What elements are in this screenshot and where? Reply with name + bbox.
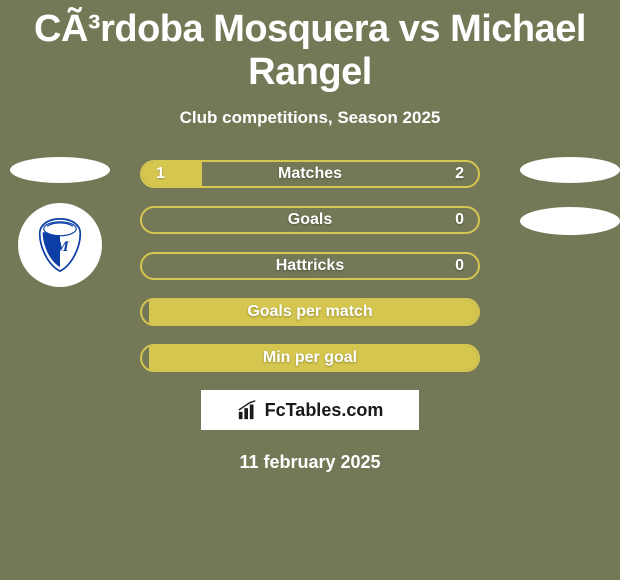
stat-rows: 1 Matches 2 Goals 0 Hattricks 0 Goals pe… xyxy=(140,160,480,372)
stat-fill-left xyxy=(142,162,202,186)
stat-row-hattricks: Hattricks 0 xyxy=(140,252,480,280)
stat-label: Min per goal xyxy=(263,349,357,367)
left-player-badge xyxy=(10,157,110,183)
stat-row-goals: Goals 0 xyxy=(140,206,480,234)
stat-value-right: 0 xyxy=(455,257,464,275)
millonarios-crest-icon: M xyxy=(31,216,89,274)
stat-label: Hattricks xyxy=(276,257,344,275)
right-player-badge-2 xyxy=(520,207,620,235)
stat-value-left: 1 xyxy=(156,165,165,183)
svg-text:M: M xyxy=(54,239,69,255)
stat-row-min-per-goal: Min per goal xyxy=(140,344,480,372)
bar-chart-icon xyxy=(237,399,259,421)
stat-row-goals-per-match: Goals per match xyxy=(140,298,480,326)
stat-row-matches: 1 Matches 2 xyxy=(140,160,480,188)
right-player-badge-1 xyxy=(520,157,620,183)
page-title: CÃ³rdoba Mosquera vs Michael Rangel xyxy=(0,0,620,94)
stat-value-right: 0 xyxy=(455,211,464,229)
stat-label: Goals xyxy=(288,211,332,229)
comparison-panel: M 1 Matches 2 Goals 0 Hattricks 0 xyxy=(0,160,620,473)
brand-text: FcTables.com xyxy=(265,400,384,421)
date-text: 11 february 2025 xyxy=(0,452,620,473)
page-subtitle: Club competitions, Season 2025 xyxy=(0,108,620,128)
stat-label: Goals per match xyxy=(247,303,372,321)
club-logo: M xyxy=(18,203,102,287)
brand-attribution: FcTables.com xyxy=(201,390,419,430)
stat-label: Matches xyxy=(278,165,342,183)
stat-value-right: 2 xyxy=(455,165,464,183)
